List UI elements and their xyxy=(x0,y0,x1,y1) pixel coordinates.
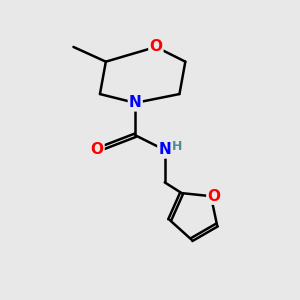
Text: H: H xyxy=(172,140,182,153)
Text: N: N xyxy=(158,142,171,158)
Text: O: O xyxy=(149,39,162,54)
Text: N: N xyxy=(129,95,142,110)
Text: O: O xyxy=(207,189,220,204)
Text: O: O xyxy=(91,142,103,158)
